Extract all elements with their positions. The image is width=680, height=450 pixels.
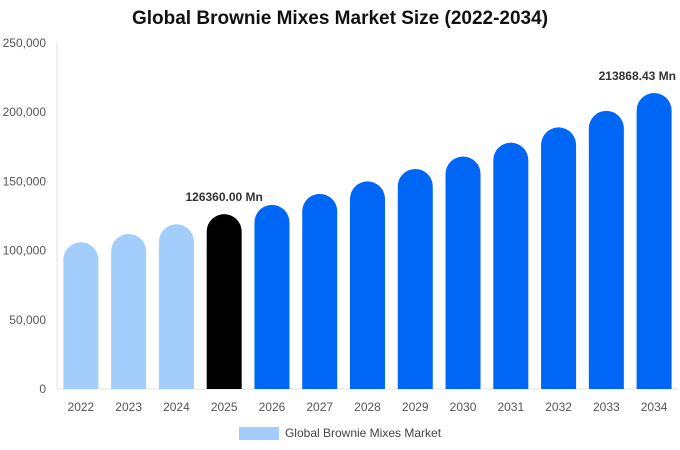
x-tick-label: 2029 <box>402 400 429 414</box>
chart-title: Global Brownie Mixes Market Size (2022-2… <box>131 8 549 29</box>
x-tick-label: 2028 <box>354 400 381 414</box>
x-tick-label: 2032 <box>545 400 572 414</box>
bar-2023 <box>111 233 147 389</box>
x-tick-label: 2034 <box>641 400 668 414</box>
y-tick-label: 0 <box>39 382 46 396</box>
chart-data-labels: 126360.00 Mn 213868.43 Mn <box>185 69 676 204</box>
bar-2029 <box>397 168 433 389</box>
legend-swatch <box>238 426 279 440</box>
y-tick-label: 50,000 <box>9 313 46 327</box>
bar-2031 <box>493 142 529 389</box>
x-tick-label: 2033 <box>593 400 620 414</box>
y-tick-label: 200,000 <box>3 105 47 119</box>
bar-2033 <box>588 110 624 390</box>
chart-axes: 0 50,000 100,000 150,000 200,000 250,000 2022 2… <box>3 36 678 414</box>
x-tick-label: 2025 <box>211 400 238 414</box>
bar-2024 <box>158 224 194 389</box>
bar-2025 <box>206 214 242 389</box>
x-tick-label: 2023 <box>115 400 142 414</box>
y-tick-label: 150,000 <box>3 174 47 188</box>
data-label-2034: 213868.43 Mn <box>599 69 676 83</box>
chart-legend: Global Brownie Mixes Market <box>0 426 680 440</box>
x-tick-label: 2027 <box>306 400 333 414</box>
bar-2022 <box>63 242 99 389</box>
y-tick-label: 100,000 <box>3 244 47 258</box>
x-tick-label: 2030 <box>450 400 477 414</box>
bar-2026 <box>254 204 290 389</box>
bar-2034 <box>636 93 672 389</box>
x-tick-label: 2024 <box>163 400 190 414</box>
bar-2030 <box>445 156 481 389</box>
y-tick-label: 250,000 <box>3 36 47 50</box>
legend-label: Global Brownie Mixes Market <box>284 426 442 440</box>
bar-2027 <box>302 193 338 389</box>
x-tick-label: 2022 <box>68 400 95 414</box>
chart-bars <box>63 93 672 390</box>
x-tick-label: 2026 <box>259 400 286 414</box>
bar-2028 <box>350 181 385 389</box>
bar-2032 <box>541 127 577 389</box>
x-tick-label: 2031 <box>497 400 524 414</box>
data-label-2025: 126360.00 Mn <box>185 190 262 204</box>
